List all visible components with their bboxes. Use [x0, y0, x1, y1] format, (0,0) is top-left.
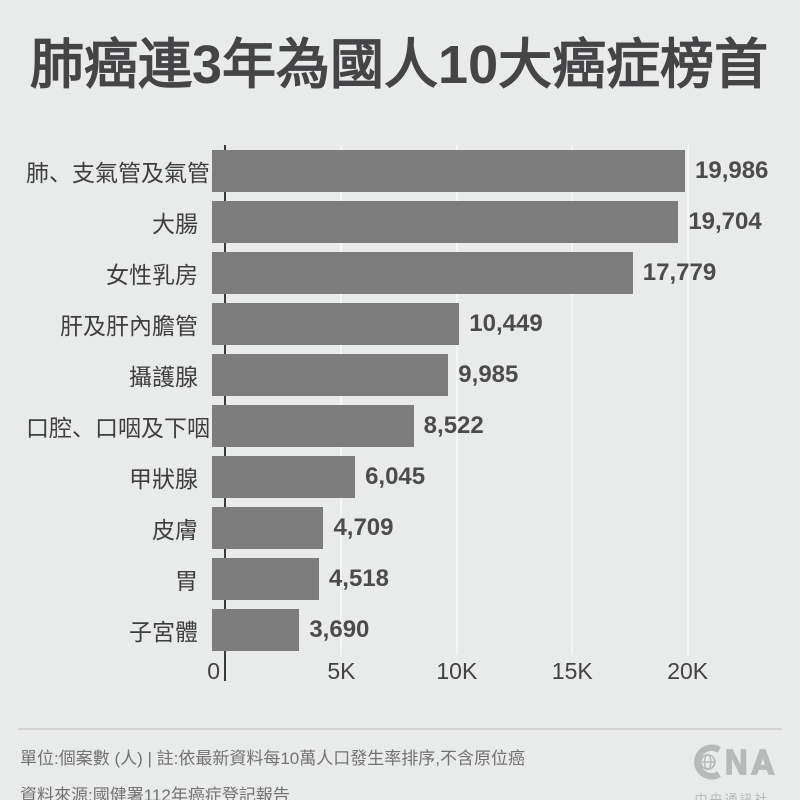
bar-chart: 肺、支氣管及氣管 19,986 大腸 19,704 女性乳房 17,779 肝及… [0, 145, 800, 687]
x-tick-label: 20K [667, 658, 709, 685]
footer-note: 單位:個案數 (人) | 註:依最新資料每10萬人口發生率排序,不含原位癌 [20, 749, 525, 768]
category-label: 女性乳房 [106, 261, 198, 288]
x-axis: 0 5K 10K 15K 20K [207, 655, 780, 687]
page-title: 肺癌連3年為國人10大癌症榜首 [30, 35, 769, 95]
category-label: 大腸 [152, 210, 198, 237]
bar [212, 353, 449, 396]
chart-row: 攝護腺 9,985 [26, 349, 780, 400]
x-tick-label: 0 [207, 658, 220, 685]
bar [212, 506, 324, 549]
bar-track: 10,449 [212, 302, 780, 345]
bar [212, 302, 460, 345]
chart-rows: 肺、支氣管及氣管 19,986 大腸 19,704 女性乳房 17,779 肝及… [26, 145, 780, 655]
x-tick-label: 10K [436, 658, 478, 685]
chart-row: 肺、支氣管及氣管 19,986 [26, 145, 780, 196]
chart-row: 皮膚 4,709 [26, 502, 780, 553]
value-label: 17,779 [642, 258, 717, 286]
bar [212, 608, 300, 651]
bar [212, 149, 685, 192]
footer-source: 資料來源:國健署112年癌症登記報告 [20, 786, 290, 800]
bar-track: 17,779 [212, 251, 780, 294]
value-label: 3,690 [309, 615, 370, 643]
value-label: 6,045 [365, 462, 426, 490]
category-label: 胃 [175, 567, 198, 594]
gridline [686, 145, 689, 656]
bar-track: 19,704 [212, 200, 780, 243]
x-tick-label: 15K [551, 658, 593, 685]
bar-track: 3,690 [212, 608, 780, 651]
cna-logo-text: 中央通訊社 [694, 792, 770, 800]
cna-logo: 中央通訊社 [684, 742, 780, 800]
value-label: 10,449 [469, 309, 543, 337]
bar [212, 404, 414, 447]
x-tick-label: 5K [327, 658, 356, 685]
gridline [571, 145, 574, 656]
cna-logo-mark [694, 744, 775, 780]
bar [212, 455, 356, 498]
footer-divider [18, 728, 782, 730]
category-label: 甲狀腺 [129, 465, 198, 492]
bar-track: 6,045 [212, 455, 780, 498]
chart-row: 女性乳房 17,779 [26, 247, 780, 298]
chart-row: 肝及肝內膽管 10,449 [26, 298, 780, 349]
chart-row: 口腔、口咽及下咽 8,522 [26, 400, 780, 451]
bar-track: 9,985 [212, 353, 780, 396]
bar-track: 4,709 [212, 506, 780, 549]
value-label: 8,522 [423, 411, 484, 439]
chart-row: 胃 4,518 [26, 553, 780, 604]
value-label: 9,985 [458, 360, 519, 388]
chart-row: 大腸 19,704 [26, 196, 780, 247]
footer: 單位:個案數 (人) | 註:依最新資料每10萬人口發生率排序,不含原位癌 資料… [0, 728, 800, 800]
category-label: 皮膚 [152, 516, 198, 543]
category-label: 肝及肝內膽管 [60, 312, 198, 339]
value-label: 4,709 [333, 513, 394, 541]
chart-row: 子宮體 3,690 [26, 604, 780, 655]
gridline [340, 145, 343, 656]
value-label: 19,986 [695, 156, 769, 184]
bar [212, 557, 319, 600]
infographic: 肺癌連3年為國人10大癌症榜首 肺、支氣管及氣管 19,986 大腸 19,70… [0, 30, 800, 800]
bar [212, 251, 633, 294]
category-label: 口腔、口咽及下咽 [26, 414, 210, 441]
category-label: 子宮體 [129, 618, 198, 645]
chart-row: 甲狀腺 6,045 [26, 451, 780, 502]
category-label: 攝護腺 [129, 363, 198, 390]
category-label: 肺、支氣管及氣管 [26, 159, 210, 186]
bar-track: 19,986 [212, 149, 780, 192]
bar-track: 8,522 [212, 404, 780, 447]
bar-track: 4,518 [212, 557, 780, 600]
gridline [455, 145, 458, 656]
value-label: 19,704 [688, 207, 762, 235]
value-label: 4,518 [328, 564, 389, 592]
bar [212, 200, 679, 243]
